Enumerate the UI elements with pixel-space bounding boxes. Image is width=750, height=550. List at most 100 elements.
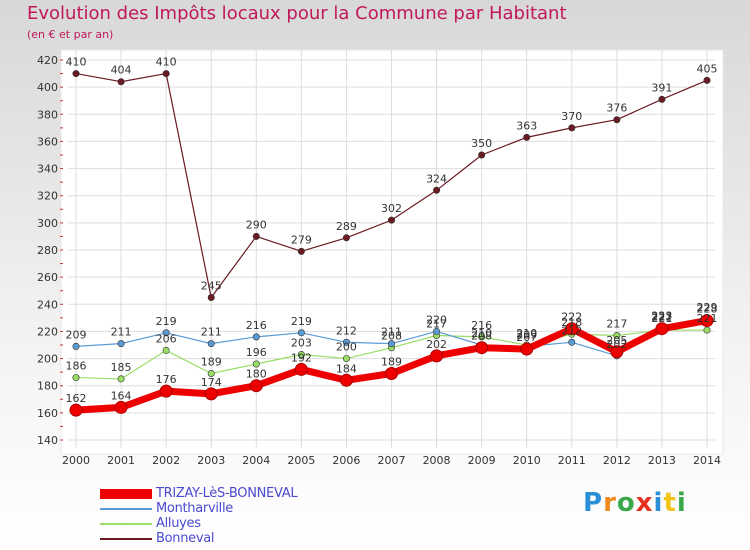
data-point — [342, 338, 350, 346]
data-point — [613, 116, 621, 124]
axes: 140 160 180 200 220 240 260 280 300 320 340 360 380 4… — [37, 54, 721, 467]
x-tick-label: 2001 — [107, 454, 135, 467]
data-point — [294, 362, 308, 376]
data-label: 229 — [697, 301, 718, 314]
data-label: 210 — [516, 327, 537, 340]
data-label: 405 — [697, 62, 718, 75]
y-tick-label: 260 — [37, 271, 58, 284]
data-label: 220 — [426, 313, 447, 326]
legend-item-alluyes[interactable]: Alluyes — [100, 516, 297, 531]
data-point — [249, 379, 263, 393]
data-point — [610, 345, 624, 359]
data-label: 350 — [471, 137, 492, 150]
legend-label: Alluyes — [156, 516, 201, 531]
data-label: 289 — [336, 220, 357, 233]
logo-letter: o — [616, 488, 636, 518]
data-point — [339, 373, 353, 387]
data-label: 218 — [561, 316, 582, 329]
data-label: 222 — [561, 311, 582, 324]
y-tick-label: 140 — [37, 434, 58, 447]
data-label: 207 — [516, 331, 537, 344]
logo-letter: r — [603, 488, 617, 518]
data-label: 192 — [291, 351, 312, 364]
data-label: 219 — [291, 315, 312, 328]
x-tick-label: 2012 — [603, 454, 631, 467]
data-label: 189 — [381, 356, 402, 369]
data-point — [387, 216, 395, 224]
legend-item-bonneval[interactable]: Bonneval — [100, 531, 297, 546]
legend-label: TRIZAY-LèS-BONNEVAL — [156, 486, 298, 501]
y-tick-label: 340 — [37, 163, 58, 176]
y-tick-label: 280 — [37, 244, 58, 257]
data-point — [252, 360, 260, 368]
data-label: 162 — [66, 392, 87, 405]
legend-swatch — [100, 537, 152, 540]
data-label: 219 — [156, 315, 177, 328]
y-tick-label: 360 — [37, 135, 58, 148]
legend: TRIZAY-LèS-BONNEVAL Montharville Alluyes… — [100, 486, 298, 546]
data-point — [252, 232, 260, 240]
data-point — [72, 342, 80, 350]
data-label: 363 — [516, 119, 537, 132]
data-label: 202 — [426, 338, 447, 351]
data-label: 216 — [246, 319, 267, 332]
data-point — [162, 70, 170, 78]
data-point — [433, 186, 441, 194]
legend-item-montharville[interactable]: Montharville — [100, 501, 297, 516]
chart-subtitle: (en € et par an) — [27, 28, 114, 41]
data-point — [342, 355, 350, 363]
data-point — [252, 333, 260, 341]
legend-label: Montharville — [156, 501, 233, 516]
series-lines — [69, 70, 714, 417]
y-tick-label: 380 — [37, 108, 58, 121]
x-tick-label: 2000 — [62, 454, 90, 467]
data-label: 212 — [336, 324, 357, 337]
logo-letter: i — [653, 488, 664, 518]
legend-item-trizay[interactable]: TRIZAY-LèS-BONNEVAL — [100, 486, 298, 501]
y-tick-label: 180 — [37, 380, 58, 393]
data-point — [568, 124, 576, 132]
logo-letter: x — [635, 488, 654, 518]
data-label: 212 — [561, 324, 582, 337]
data-label: 189 — [201, 356, 222, 369]
y-tick-label: 300 — [37, 217, 58, 230]
data-label: 211 — [201, 326, 222, 339]
x-tick-label: 2008 — [423, 454, 451, 467]
data-label: 370 — [561, 110, 582, 123]
y-tick-label: 400 — [37, 81, 58, 94]
x-tick-label: 2004 — [242, 454, 270, 467]
x-tick-label: 2006 — [332, 454, 360, 467]
data-point — [207, 340, 215, 348]
data-label: 196 — [246, 346, 267, 359]
logo-letter: i — [676, 488, 687, 518]
data-label: 211 — [381, 326, 402, 339]
data-point — [700, 314, 714, 328]
data-label: 245 — [201, 280, 222, 293]
data-point — [69, 403, 83, 417]
data-point — [72, 70, 80, 78]
data-point — [703, 326, 711, 334]
x-tick-label: 2003 — [197, 454, 225, 467]
data-point — [117, 340, 125, 348]
data-label: 208 — [381, 330, 402, 343]
data-point — [207, 293, 215, 301]
y-tick-label: 220 — [37, 325, 58, 338]
data-point — [162, 346, 170, 354]
x-tick-label: 2014 — [693, 454, 721, 467]
legend-swatch — [100, 507, 152, 510]
legend-swatch — [100, 488, 152, 499]
data-point — [117, 78, 125, 86]
data-point — [475, 341, 489, 355]
data-label: 228 — [697, 303, 718, 316]
data-point — [297, 247, 305, 255]
data-point — [162, 329, 170, 337]
data-point — [655, 322, 669, 336]
y-tick-label: 420 — [37, 54, 58, 67]
data-label: 217 — [426, 318, 447, 331]
data-point — [342, 234, 350, 242]
y-tick-label: 200 — [37, 353, 58, 366]
data-point — [297, 329, 305, 337]
data-label: 324 — [426, 172, 447, 185]
x-tick-label: 2011 — [558, 454, 586, 467]
